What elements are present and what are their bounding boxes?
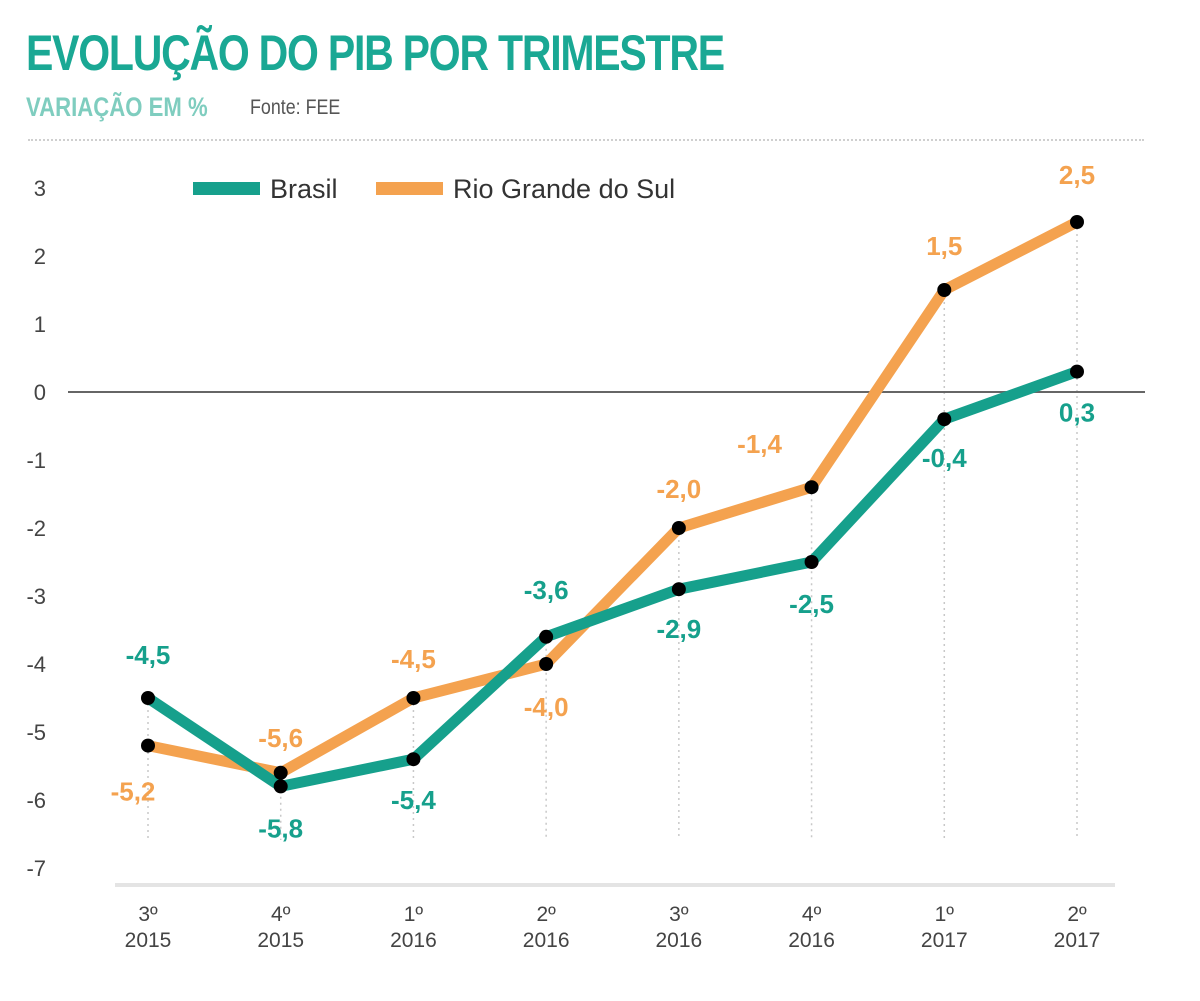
y-tick-label: 2	[34, 244, 46, 269]
legend: Brasil Rio Grande do Sul	[193, 174, 675, 204]
vertical-guides	[147, 222, 1078, 840]
x-tick-year: 2017	[1054, 929, 1101, 952]
chart-subtitle: VARIAÇÃO EM %	[26, 92, 208, 122]
data-label-brasil: -5,4	[391, 785, 436, 815]
series-lines	[142, 216, 1083, 792]
data-point-rs	[671, 521, 686, 535]
data-label-brasil: -0,4	[922, 443, 967, 473]
y-tick-label: -1	[26, 448, 46, 473]
data-label-brasil: -2,9	[656, 614, 701, 644]
data-label-brasil: 0,3	[1059, 398, 1095, 428]
data-point-brasil	[804, 555, 819, 569]
y-tick-label: -2	[26, 516, 46, 541]
data-label-rs: -5,2	[111, 777, 156, 807]
data-point-brasil	[539, 629, 554, 644]
y-tick-label: -4	[26, 652, 46, 677]
data-point-brasil	[406, 752, 421, 767]
y-tick-label: -5	[26, 720, 46, 745]
legend-swatch-rs	[376, 182, 443, 195]
data-point-rs	[539, 657, 554, 671]
data-label-brasil: -3,6	[524, 575, 569, 605]
x-tick-quarter: 2º	[536, 903, 556, 926]
x-tick-year: 2017	[921, 929, 968, 952]
y-tick-label: -6	[26, 788, 46, 813]
y-axis-ticks: 3 2 1 0 -1 -2 -3 -4 -5 -6 -7	[26, 176, 46, 881]
series-markers	[141, 215, 1084, 794]
data-label-rs: -1,4	[737, 429, 782, 459]
x-tick-year: 2016	[788, 929, 835, 952]
y-tick-label: -7	[26, 856, 46, 881]
data-label-rs: -2,0	[656, 474, 701, 504]
data-point-rs	[937, 283, 952, 297]
x-tick-quarter: 1º	[935, 903, 955, 926]
data-point-rs	[273, 765, 288, 780]
y-tick-label: 3	[34, 176, 46, 201]
x-tick-quarter: 3º	[669, 903, 689, 926]
data-label-rs: -4,0	[524, 692, 569, 722]
legend-label-brasil: Brasil	[270, 174, 338, 204]
legend-swatch-brasil	[193, 182, 260, 195]
x-tick-quarter: 3º	[138, 903, 158, 926]
data-point-brasil	[671, 582, 686, 597]
x-tick-year: 2016	[390, 929, 437, 952]
data-label-rs: -4,5	[391, 644, 436, 674]
legend-label-rs: Rio Grande do Sul	[453, 174, 675, 204]
data-point-brasil	[937, 412, 952, 427]
data-point-rs	[1070, 215, 1084, 229]
chart-source: Fonte: FEE	[250, 96, 341, 119]
data-point-rs	[804, 480, 819, 495]
data-point-rs	[141, 738, 155, 753]
x-tick-year: 2015	[125, 929, 172, 952]
y-tick-label: 1	[34, 312, 46, 337]
y-tick-label: -3	[26, 584, 46, 609]
header-divider	[28, 139, 1144, 141]
series-line-brasil	[142, 366, 1083, 792]
series-line-rs	[142, 216, 1083, 779]
data-label-brasil: -5,8	[258, 813, 303, 843]
x-tick-year: 2015	[257, 929, 304, 952]
x-tick-year: 2016	[523, 929, 570, 952]
x-tick-quarter: 2º	[1067, 903, 1087, 926]
data-label-rs: 1,5	[926, 231, 962, 261]
data-point-rs	[406, 691, 421, 705]
x-tick-quarter: 1º	[404, 903, 424, 926]
data-label-rs: -5,6	[258, 723, 303, 753]
data-point-brasil	[1070, 364, 1084, 379]
x-tick-quarter: 4º	[271, 903, 291, 926]
x-tick-year: 2016	[655, 929, 702, 952]
data-label-brasil: -2,5	[789, 589, 834, 619]
y-tick-label: 0	[34, 380, 46, 405]
x-axis-ticks: 3º 2015 4º 2015 1º 2016 2º 2016 3º 2016 4º 2016 1º 20…	[125, 903, 1101, 952]
data-label-brasil: -4,5	[126, 640, 171, 670]
data-point-brasil	[273, 779, 288, 794]
data-point-brasil	[141, 691, 155, 705]
data-label-rs: 2,5	[1059, 160, 1095, 190]
data-labels: -4,5 -5,8 -5,4 -3,6 -2,9 -2,5 -0,4 0,3 -5,2 -5,6 -…	[111, 160, 1095, 843]
x-tick-quarter: 4º	[802, 903, 822, 926]
chart-title: EVOLUÇÃO DO PIB POR TRIMESTRE	[26, 25, 725, 81]
